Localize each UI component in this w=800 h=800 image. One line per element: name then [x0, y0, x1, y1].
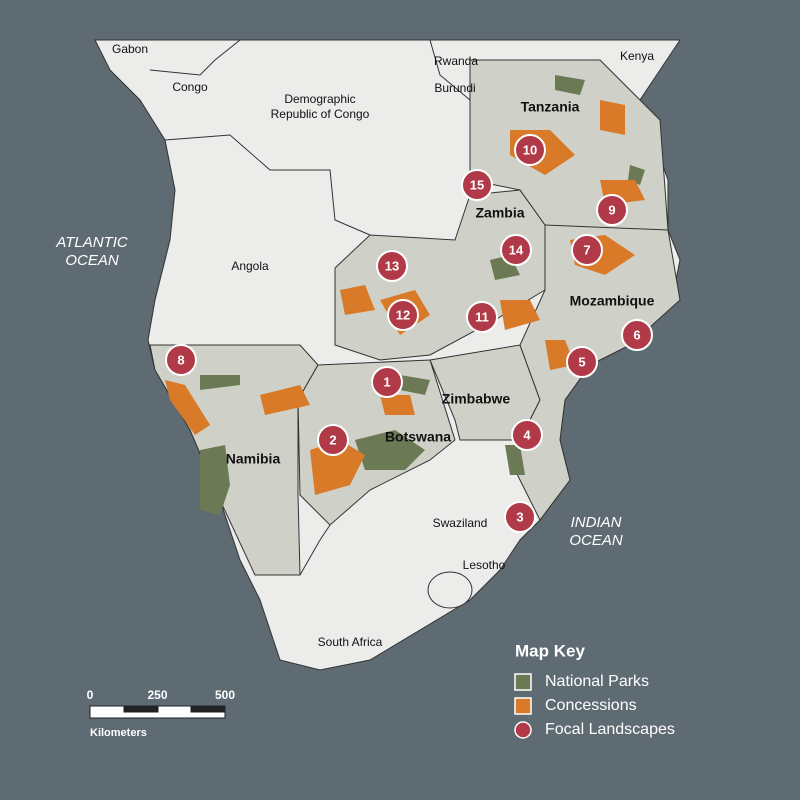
- concession: [340, 285, 375, 315]
- scale-segment: [123, 705, 159, 713]
- focal-label: 15: [470, 177, 484, 192]
- focal-marker: [371, 366, 403, 398]
- country-label: Congo: [172, 80, 208, 94]
- legend-label: National Parks: [545, 673, 649, 690]
- country-label: Botswana: [385, 429, 451, 445]
- scale-unit: Kilometers: [90, 727, 147, 739]
- focal-marker: [317, 424, 349, 456]
- scale-tick-label: 500: [215, 688, 235, 702]
- focal-marker: [566, 346, 598, 378]
- focal-marker: [387, 299, 419, 331]
- ocean-label: OCEAN: [569, 532, 623, 549]
- legend-swatch: [514, 721, 532, 739]
- border: [149, 39, 241, 76]
- country-label: Namibia: [226, 451, 281, 467]
- country-label: Gabon: [112, 42, 148, 56]
- country-label: Kenya: [620, 49, 654, 63]
- country-label: Zambia: [475, 205, 524, 221]
- scale-segment: [190, 705, 226, 713]
- border: [164, 134, 371, 236]
- ocean-label: ATLANTIC: [55, 234, 128, 251]
- park: [505, 445, 525, 475]
- country-label: Zimbabwe: [442, 391, 511, 407]
- country-label: Republic of Congo: [271, 107, 370, 121]
- country-label: Tanzania: [521, 99, 580, 115]
- park: [355, 430, 425, 470]
- country-label: Angola: [231, 259, 269, 273]
- focal-marker: [500, 234, 532, 266]
- focal-marker: [511, 419, 543, 451]
- country-label: Lesotho: [463, 558, 506, 572]
- country-label: Rwanda: [434, 54, 478, 68]
- country-label: Burundi: [434, 81, 475, 95]
- ocean-label: INDIAN: [571, 514, 622, 531]
- legend-swatch: [514, 697, 532, 715]
- concession: [600, 100, 625, 135]
- focal-label: 14: [509, 242, 524, 257]
- focal-label: 11: [475, 309, 489, 324]
- park: [555, 75, 585, 95]
- park: [200, 375, 240, 390]
- concession: [500, 300, 540, 330]
- focal-label: 4: [523, 427, 531, 442]
- focal-marker: [461, 169, 493, 201]
- focal-marker: [504, 501, 536, 533]
- focal-label: 2: [329, 432, 336, 447]
- ocean-label: OCEAN: [65, 252, 119, 269]
- legend-swatch: [514, 673, 532, 691]
- legend-label: Focal Landscapes: [545, 721, 675, 738]
- country-label: South Africa: [318, 635, 383, 649]
- border: [299, 524, 331, 576]
- lesotho-border: [427, 571, 473, 609]
- focal-label: 10: [523, 142, 537, 157]
- border: [429, 39, 471, 101]
- country-label: Mozambique: [570, 293, 655, 309]
- focal-label: 1: [383, 374, 390, 389]
- focal-label: 5: [578, 354, 585, 369]
- national-parks: [200, 75, 645, 515]
- focal-marker: [596, 194, 628, 226]
- country-label: Demographic: [284, 92, 355, 106]
- park: [200, 445, 230, 515]
- focal-marker: [466, 301, 498, 333]
- focal-label: 9: [608, 202, 615, 217]
- concession: [260, 385, 310, 415]
- focal-label: 8: [177, 352, 184, 367]
- scale-bar: [89, 705, 226, 719]
- focal-label: 7: [583, 242, 590, 257]
- focal-label: 6: [633, 327, 640, 342]
- focal-label: 3: [516, 509, 523, 524]
- focal-marker: [514, 134, 546, 166]
- focal-marker: [621, 319, 653, 351]
- park: [400, 375, 430, 395]
- concession: [380, 395, 415, 415]
- focal-marker: [165, 344, 197, 376]
- mozambique: [514, 224, 681, 521]
- borders: [149, 39, 531, 609]
- country-label: Swaziland: [433, 516, 488, 530]
- concession: [310, 440, 365, 495]
- focal-marker: [376, 250, 408, 282]
- legend-label: Concessions: [545, 697, 637, 714]
- focal-label: 13: [385, 258, 399, 273]
- scale-tick-label: 0: [87, 688, 94, 702]
- focal-label: 12: [396, 307, 410, 322]
- focal-marker: [571, 234, 603, 266]
- concession: [165, 380, 210, 435]
- scale-tick-label: 250: [147, 688, 167, 702]
- legend-title: Map Key: [515, 641, 585, 660]
